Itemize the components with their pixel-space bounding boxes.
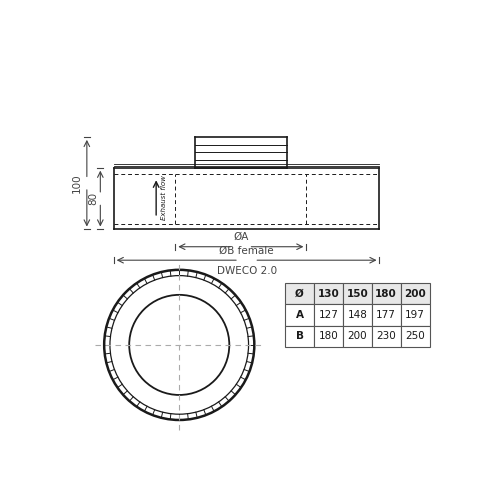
Text: 200: 200	[348, 331, 367, 341]
Text: Exhaust flow: Exhaust flow	[161, 175, 167, 220]
Bar	[314, 304, 343, 326]
Bar	[285, 304, 314, 326]
Text: 130: 130	[318, 289, 340, 299]
Text: 250: 250	[405, 331, 425, 341]
Text: 180: 180	[318, 331, 338, 341]
Bar	[372, 304, 400, 326]
Text: ØA: ØA	[233, 232, 248, 242]
Text: A: A	[296, 310, 304, 320]
Bar	[400, 304, 430, 326]
Bar	[285, 326, 314, 347]
Bar	[372, 284, 400, 304]
Text: 148: 148	[348, 310, 367, 320]
Bar	[343, 326, 372, 347]
Text: Ø: Ø	[295, 289, 304, 299]
Text: 230: 230	[376, 331, 396, 341]
Text: 150: 150	[346, 289, 368, 299]
Text: ØB female: ØB female	[220, 246, 274, 256]
Bar	[400, 326, 430, 347]
Bar	[285, 284, 314, 304]
Bar	[314, 326, 343, 347]
Text: 127: 127	[318, 310, 338, 320]
Bar	[343, 284, 372, 304]
Text: 80: 80	[88, 192, 99, 205]
Text: 180: 180	[376, 289, 397, 299]
Bar	[343, 304, 372, 326]
Text: 100: 100	[72, 174, 82, 193]
Text: B: B	[296, 331, 304, 341]
Bar	[400, 284, 430, 304]
Bar	[314, 284, 343, 304]
Text: 197: 197	[405, 310, 425, 320]
Text: 177: 177	[376, 310, 396, 320]
Text: 200: 200	[404, 289, 426, 299]
Text: DWECO 2.0: DWECO 2.0	[216, 266, 276, 276]
Bar	[372, 326, 400, 347]
